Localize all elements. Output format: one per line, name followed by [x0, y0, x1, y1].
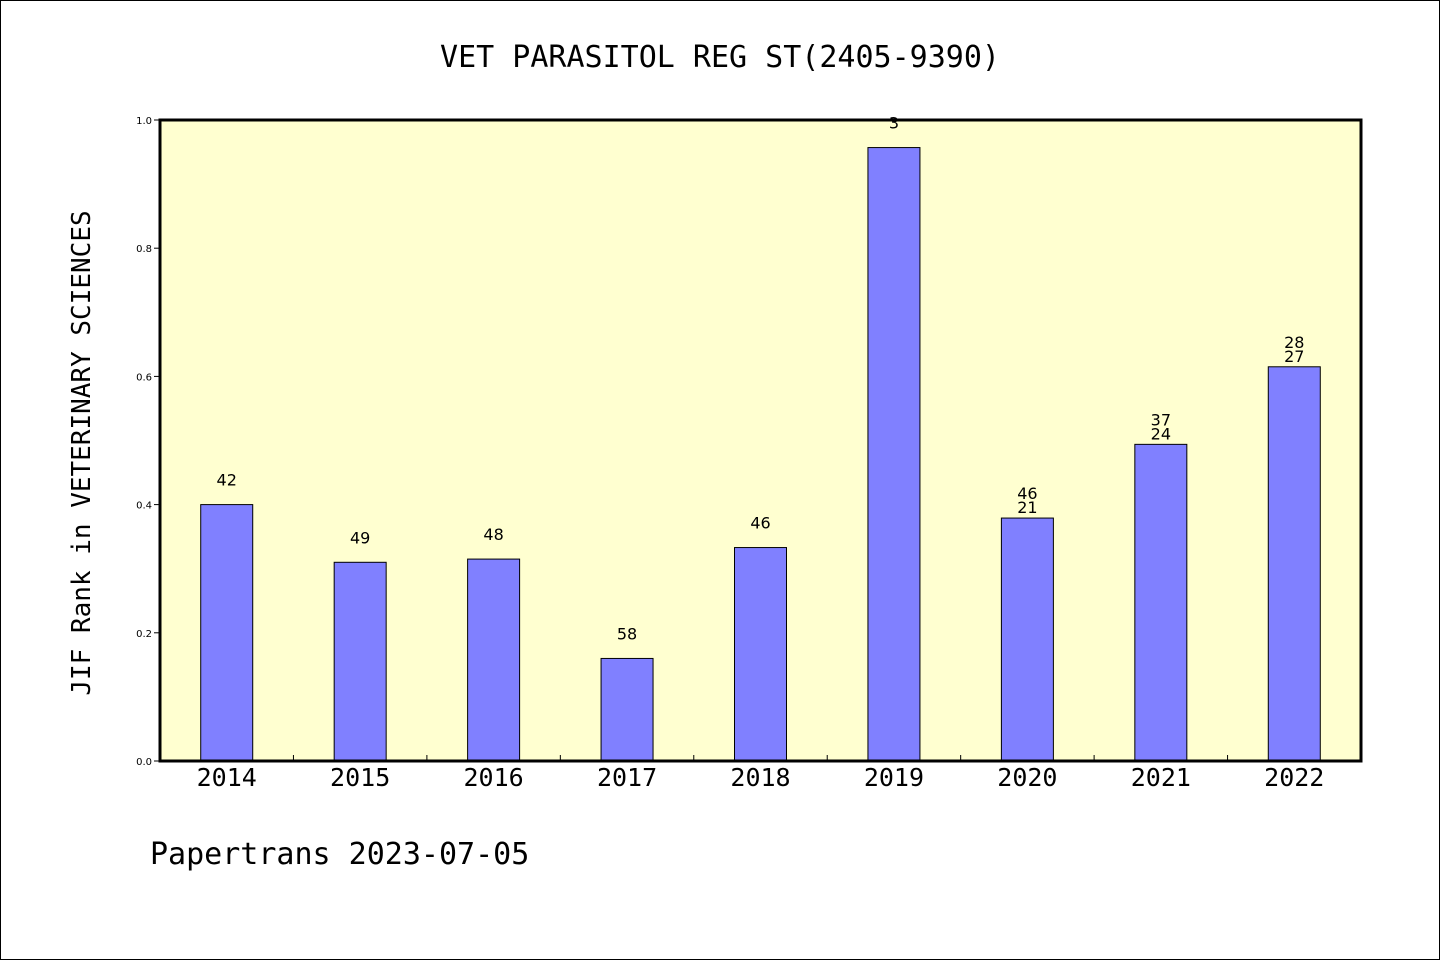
bar-value-label: 24	[1151, 424, 1171, 443]
chart-title: VET PARASITOL REG ST(2405-9390)	[440, 40, 1000, 75]
bar-value-label: 3	[889, 114, 899, 133]
bar-2015	[333, 561, 387, 762]
footer-text: Papertrans 2023-07-05	[150, 837, 529, 872]
x-tick-label: 2017	[597, 763, 657, 792]
bar-value-label: 49	[350, 528, 370, 547]
bar-value-label: 48	[483, 525, 503, 544]
x-ticks-group: 2014 2015 2016 2017 2018 2019 2020 2021 2022	[197, 755, 1324, 792]
bar-value-label: 58	[617, 624, 637, 643]
x-tick-label: 2022	[1264, 763, 1324, 792]
bar-value-label: 21	[1017, 498, 1037, 517]
x-tick-label: 2020	[997, 763, 1057, 792]
bar-value-label: 46	[1017, 484, 1037, 503]
x-tick-label: 2019	[864, 763, 924, 792]
y-tick-label: 0.6	[136, 372, 152, 383]
y-tick-label: 0.8	[136, 244, 152, 255]
bar-2014	[200, 504, 254, 762]
bar-2019	[867, 147, 921, 762]
bar-value-label: 42	[217, 471, 237, 490]
plot-border	[158, 118, 1363, 763]
y-axis-label: JIF Rank in VETERINARY SCIENCES	[67, 210, 97, 695]
bars-group	[200, 147, 1321, 762]
y-tick-label: 0.2	[136, 629, 152, 640]
bar-2022	[1267, 366, 1321, 762]
y-ticks-group: 0.0 0.2 0.4 0.6 0.8 1.0	[136, 116, 160, 768]
x-tick-label: 2014	[197, 763, 257, 792]
bar-value-label: 46	[750, 514, 770, 533]
bar-value-label: 37	[1151, 410, 1171, 429]
x-tick-label: 2018	[730, 763, 790, 792]
x-tick-label: 2016	[464, 763, 524, 792]
bar-2021	[1134, 443, 1188, 762]
bar-2017	[600, 657, 654, 762]
y-tick-label: 0.0	[136, 757, 152, 768]
bar-2018	[734, 547, 787, 762]
bar-value-label: 28	[1284, 333, 1304, 352]
bar-value-label: 27	[1284, 347, 1304, 366]
x-tick-label: 2021	[1131, 763, 1191, 792]
y-tick-label: 1.0	[136, 116, 152, 127]
bar-2016	[467, 558, 521, 762]
bar-2020	[1000, 517, 1054, 762]
x-tick-label: 2015	[330, 763, 390, 792]
y-tick-label: 0.4	[136, 501, 152, 512]
